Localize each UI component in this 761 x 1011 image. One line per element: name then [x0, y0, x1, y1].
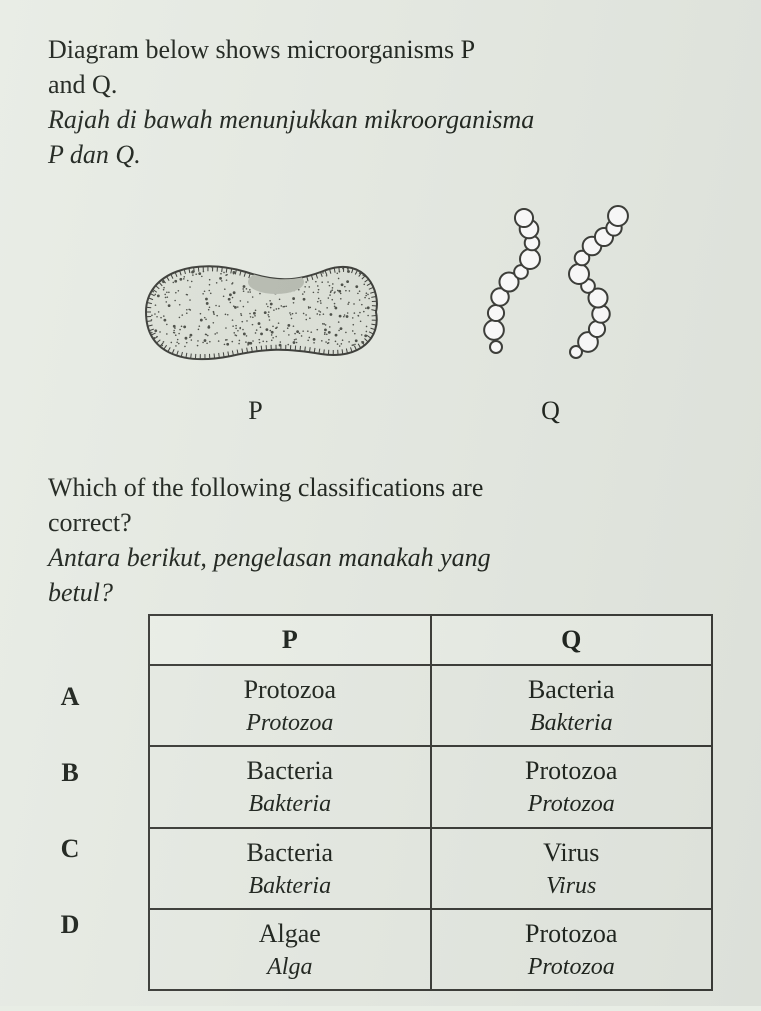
question-en-line2: and Q. — [48, 67, 713, 102]
question-ms-line1: Rajah di bawah menunjukkan mikroorganism… — [48, 102, 713, 137]
option-letter-D[interactable]: D — [48, 886, 92, 962]
table-row: Bacteria Bakteria Protozoa Protozoa — [149, 746, 712, 827]
diagram-P — [126, 242, 386, 372]
table-header-row: P Q — [149, 615, 712, 664]
cell-text: Bacteria — [160, 835, 419, 870]
cell-text: Algae — [160, 916, 419, 951]
question-ms-line2: P dan Q. — [48, 137, 713, 172]
label-P: P — [126, 393, 386, 428]
cell-text: Protozoa — [442, 916, 701, 951]
diagram-Q — [466, 202, 636, 372]
follow-ms-l1: Antara berikut, pengelasan manakah yang — [48, 540, 713, 575]
cell-B-Q: Protozoa Protozoa — [431, 746, 712, 827]
diagram-Q-wrap: Q — [466, 202, 636, 428]
cell-text-italic: Protozoa — [160, 707, 419, 739]
cell-C-Q: Virus Virus — [431, 828, 712, 909]
table-row: Algae Alga Protozoa Protozoa — [149, 909, 712, 990]
cell-text: Protozoa — [442, 753, 701, 788]
diagram-row: P Q — [48, 202, 713, 428]
cell-text-italic: Bakteria — [160, 788, 419, 820]
cell-A-Q: Bacteria Bakteria — [431, 665, 712, 746]
option-letters: A B C D — [48, 610, 92, 991]
cell-text: Protozoa — [160, 672, 419, 707]
followup-block: Which of the following classifications a… — [48, 470, 713, 610]
cell-text-italic: Protozoa — [442, 788, 701, 820]
page: Diagram below shows microorganisms P and… — [0, 0, 761, 1011]
cell-A-P: Protozoa Protozoa — [149, 665, 430, 746]
label-Q: Q — [466, 393, 636, 428]
cell-B-P: Bacteria Bakteria — [149, 746, 430, 827]
cell-text-italic: Protozoa — [442, 951, 701, 983]
cell-C-P: Bacteria Bakteria — [149, 828, 430, 909]
option-letter-A[interactable]: A — [48, 658, 92, 734]
cell-text: Bacteria — [442, 672, 701, 707]
cell-text: Bacteria — [160, 753, 419, 788]
follow-en-l2: correct? — [48, 505, 713, 540]
cell-text-italic: Bakteria — [442, 707, 701, 739]
cell-D-P: Algae Alga — [149, 909, 430, 990]
cell-D-Q: Protozoa Protozoa — [431, 909, 712, 990]
cell-text: Virus — [442, 835, 701, 870]
option-letter-B[interactable]: B — [48, 734, 92, 810]
options-wrap: A B C D P Q Protozoa Protozoa Bacteria B… — [48, 610, 713, 991]
follow-en-l1: Which of the following classifications a… — [48, 470, 713, 505]
cell-text-italic: Alga — [160, 951, 419, 983]
cell-text-italic: Bakteria — [160, 870, 419, 902]
option-letter-C[interactable]: C — [48, 810, 92, 886]
diagram-P-wrap: P — [126, 242, 386, 428]
question-en-line1: Diagram below shows microorganisms P — [48, 32, 713, 67]
follow-ms-l2: betul? — [48, 575, 713, 610]
header-Q: Q — [431, 615, 712, 664]
options-table: P Q Protozoa Protozoa Bacteria Bakteria … — [148, 614, 713, 991]
header-P: P — [149, 615, 430, 664]
cell-text-italic: Virus — [442, 870, 701, 902]
table-row: Protozoa Protozoa Bacteria Bakteria — [149, 665, 712, 746]
table-row: Bacteria Bakteria Virus Virus — [149, 828, 712, 909]
